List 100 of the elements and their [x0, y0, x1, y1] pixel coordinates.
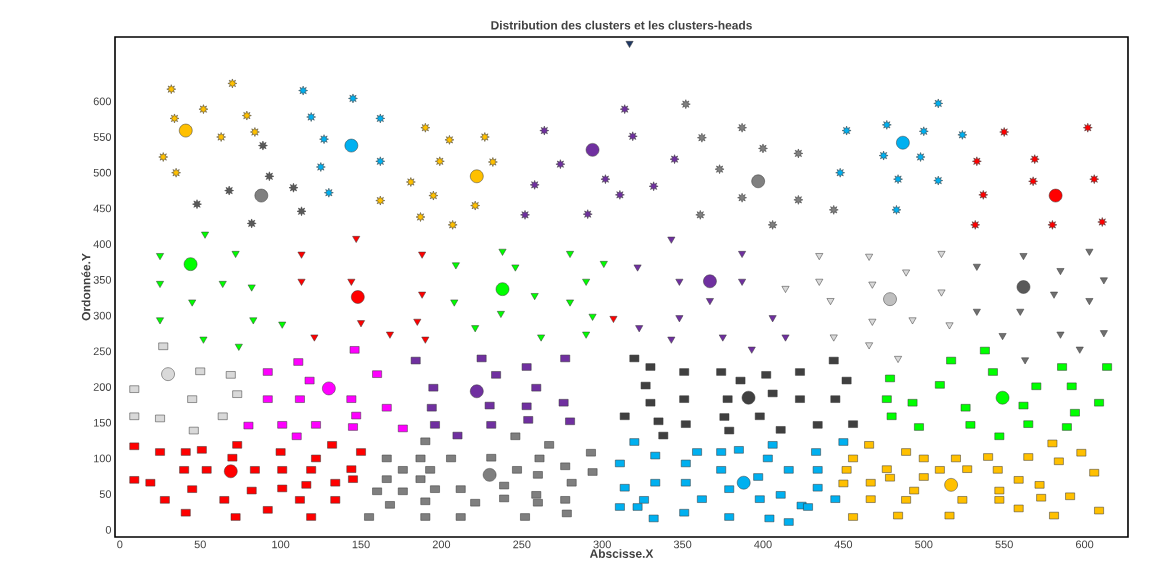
- point: [692, 448, 702, 456]
- point: [533, 471, 543, 479]
- point: [171, 167, 181, 178]
- point: [999, 127, 1009, 137]
- point: [1094, 506, 1104, 515]
- point: [667, 336, 676, 344]
- point: [609, 316, 618, 323]
- point: [901, 448, 911, 456]
- point: [188, 299, 197, 307]
- point: [1062, 423, 1072, 431]
- point: [902, 269, 910, 277]
- point: [352, 236, 361, 243]
- y-tick-label: 0: [105, 525, 112, 534]
- point: [737, 192, 747, 203]
- point: [885, 474, 895, 482]
- point: [428, 384, 439, 392]
- point: [560, 496, 571, 504]
- point: [848, 513, 858, 521]
- point: [735, 376, 746, 385]
- point: [830, 395, 841, 403]
- point: [1050, 291, 1058, 299]
- point: [201, 466, 212, 474]
- point: [470, 169, 484, 184]
- point: [385, 501, 395, 509]
- point: [348, 423, 358, 431]
- point: [455, 485, 466, 493]
- point: [418, 291, 426, 299]
- x-tick-label: 0: [117, 540, 123, 549]
- point: [158, 342, 169, 350]
- point: [348, 475, 358, 483]
- point: [180, 509, 191, 517]
- point: [218, 281, 227, 288]
- point: [246, 486, 257, 495]
- point: [1029, 154, 1040, 164]
- point: [428, 190, 439, 201]
- point: [747, 346, 756, 354]
- point: [679, 509, 690, 517]
- point: [933, 175, 943, 186]
- point: [420, 122, 431, 133]
- point: [882, 120, 892, 130]
- point: [375, 195, 386, 206]
- point: [826, 298, 835, 306]
- point: [129, 476, 140, 484]
- point: [815, 278, 824, 286]
- point: [346, 465, 357, 473]
- point: [994, 432, 1005, 440]
- y-tick-label: 350: [93, 275, 112, 284]
- point: [351, 290, 365, 304]
- point: [738, 278, 746, 286]
- point: [183, 257, 198, 271]
- point: [865, 479, 876, 487]
- point: [868, 318, 877, 326]
- point: [653, 417, 664, 425]
- point: [878, 150, 889, 161]
- point: [669, 154, 680, 164]
- point: [848, 454, 858, 463]
- point: [486, 421, 497, 429]
- point: [883, 292, 897, 306]
- point: [381, 454, 392, 463]
- point: [381, 404, 392, 412]
- point: [919, 126, 929, 137]
- point: [348, 93, 358, 104]
- point: [1056, 331, 1065, 339]
- y-tick-label: 550: [93, 133, 112, 141]
- point: [160, 496, 170, 504]
- point: [1089, 174, 1099, 184]
- point: [1076, 449, 1087, 457]
- point: [1083, 122, 1093, 133]
- point: [521, 402, 532, 410]
- point: [187, 485, 197, 493]
- point: [764, 514, 775, 523]
- point: [129, 412, 140, 420]
- x-tick-label: 500: [915, 540, 933, 549]
- point: [718, 334, 727, 342]
- point: [435, 156, 445, 167]
- point: [1036, 494, 1046, 502]
- y-tick-label: 100: [94, 454, 112, 463]
- point: [495, 282, 510, 296]
- point: [1066, 382, 1077, 390]
- point: [881, 395, 892, 403]
- chart-title: Distribution des clusters et les clusters-heads: [491, 20, 752, 30]
- y-tick-label: 200: [93, 383, 112, 391]
- point: [719, 413, 730, 421]
- point: [680, 479, 691, 487]
- point: [1094, 399, 1104, 407]
- point: [357, 320, 365, 328]
- point: [1097, 217, 1107, 227]
- point: [562, 509, 572, 518]
- point: [1099, 277, 1108, 285]
- point: [275, 448, 286, 456]
- point: [316, 162, 326, 172]
- point: [425, 466, 435, 474]
- point: [811, 448, 821, 456]
- point: [586, 449, 596, 457]
- point: [444, 135, 455, 145]
- point: [582, 331, 590, 339]
- point: [234, 343, 243, 351]
- point: [935, 381, 945, 389]
- point: [781, 334, 790, 342]
- point: [639, 496, 649, 504]
